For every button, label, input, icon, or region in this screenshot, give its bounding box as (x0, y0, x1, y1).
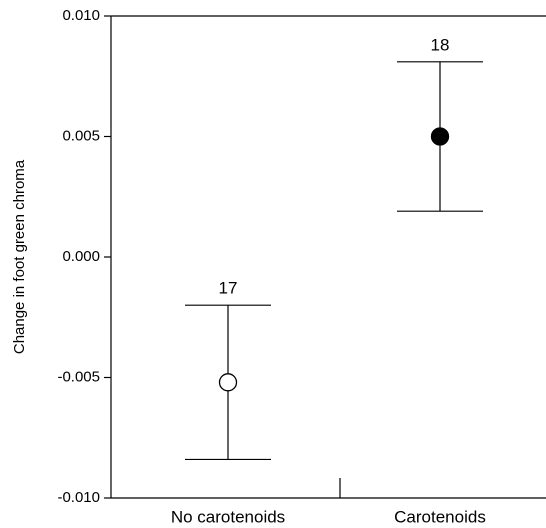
y-axis-label: Change in foot green chroma (11, 159, 28, 354)
y-tick-label: 0.005 (62, 127, 100, 144)
y-tick-label: -0.005 (57, 368, 100, 385)
mean-marker (218, 373, 238, 392)
mean-marker (430, 127, 450, 146)
x-tick-label: No carotenoids (171, 507, 285, 526)
x-tick-label: Carotenoids (394, 507, 486, 526)
y-tick-label: -0.010 (57, 489, 100, 506)
sample-size-label: 18 (431, 35, 450, 54)
y-tick-label: 0.010 (62, 7, 100, 24)
y-tick-label: 0.000 (62, 248, 100, 265)
sample-size-label: 17 (219, 279, 238, 298)
